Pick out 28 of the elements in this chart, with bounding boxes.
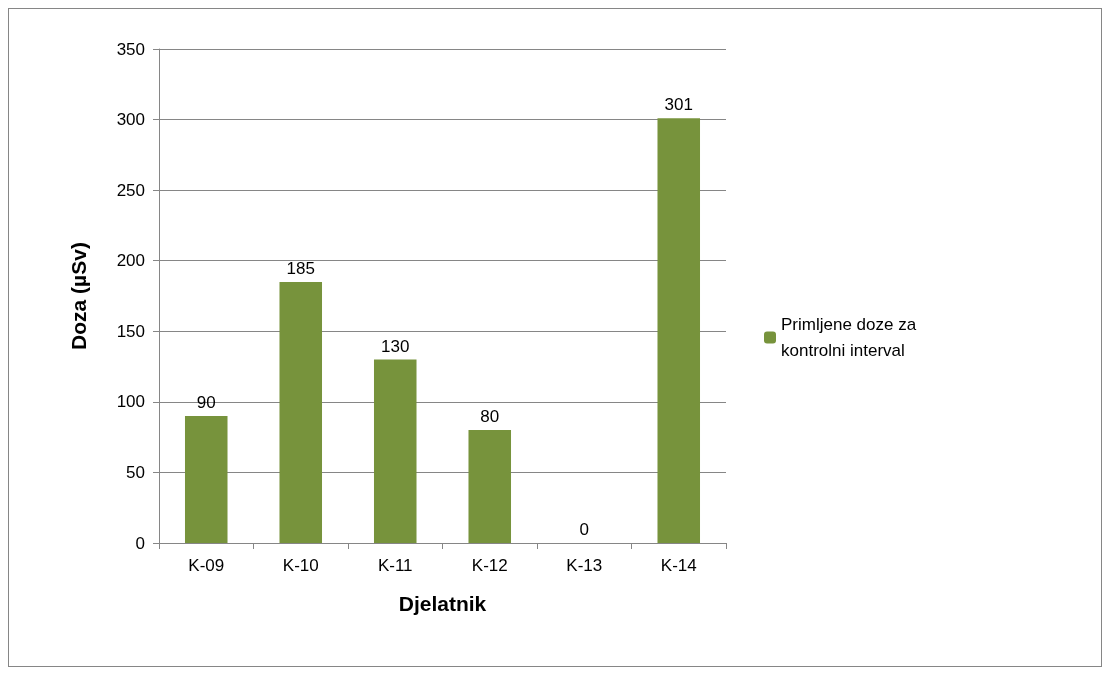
y-tick-label: 200 (116, 251, 145, 271)
y-tick-label: 150 (116, 321, 145, 341)
y-axis-title: Doza (µSv) (67, 242, 90, 350)
bar (279, 281, 323, 543)
bar (184, 415, 228, 543)
x-axis-title: Djelatnik (398, 592, 487, 615)
x-tick-label: K-12 (471, 556, 508, 575)
x-tick-label: K-11 (377, 556, 413, 575)
data-label: 130 (381, 336, 410, 356)
y-tick-label: 0 (135, 533, 145, 553)
bar (373, 359, 417, 543)
y-tick-label: 350 (116, 39, 145, 59)
y-tick-label: 50 (126, 462, 145, 482)
data-label: 80 (480, 407, 500, 427)
legend-label: Primljene doze za kontrolni interval (781, 315, 921, 360)
y-tick-label: 250 (116, 180, 145, 200)
data-label: 90 (196, 392, 216, 412)
bar (657, 118, 701, 543)
x-tick-label: K-14 (660, 556, 697, 575)
bar (468, 430, 512, 543)
data-label: 185 (286, 258, 315, 278)
data-label: 301 (664, 95, 693, 115)
y-tick-label: 100 (116, 392, 145, 412)
data-label: 0 (579, 520, 589, 539)
x-tick-label: K-10 (282, 556, 319, 575)
x-tick-label: K-13 (566, 556, 603, 575)
x-tick-label: K-09 (188, 556, 225, 575)
y-tick-label: 300 (116, 110, 145, 130)
